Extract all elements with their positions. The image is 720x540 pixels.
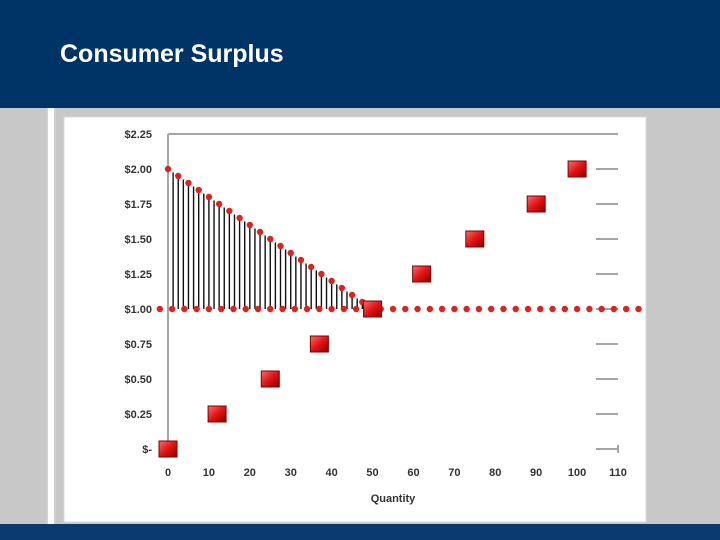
demand-dot [175,172,182,180]
price-line-dot [537,305,544,313]
price-line-dot [267,305,274,313]
price-line-dot [352,305,360,313]
supply-square-marker [465,230,485,248]
price-line-dot [426,305,434,313]
x-tick-label: 0 [165,467,171,479]
price-line-dot [402,305,409,313]
price-line-dot [279,305,286,313]
price-line-dot [622,305,630,313]
left-strip [0,108,46,524]
price-line-dot [500,305,507,313]
demand-dot [348,291,356,299]
y-tick-label: $2.00 [124,164,152,176]
price-line-dot [475,305,483,313]
price-line-dot [156,305,164,313]
demand-dot [226,207,233,215]
price-line-dot [512,305,519,313]
y-tick-label: $1.25 [124,269,152,281]
demand-dot [164,165,172,173]
y-tick-label: $1.50 [124,234,152,246]
price-line-dot [193,305,200,313]
price-line-dot [438,305,446,313]
price-line-dot [316,305,323,313]
x-tick-label: 20 [244,467,256,479]
supply-square-marker [260,370,280,388]
demand-dot [338,284,346,292]
demand-dot [215,200,223,208]
demand-dot [195,186,202,194]
plot-panel [63,116,647,523]
price-line-dot [451,305,458,313]
demand-dot [277,242,284,250]
supply-square-marker [158,440,178,458]
y-tick-label: $2.25 [124,129,152,141]
supply-square-marker [309,335,329,353]
price-line-dot [168,305,176,313]
demand-dot [287,249,294,257]
price-line-dot [487,305,495,313]
x-axis-title: Quantity [371,493,416,505]
supply-square-marker [526,195,546,213]
demand-dot [297,256,305,264]
x-tick-label: 90 [530,467,542,479]
demand-dot [246,221,254,229]
demand-dot [205,193,213,201]
x-tick-label: 50 [366,467,378,479]
y-tick-label: $- [142,444,152,456]
title-bar: Consumer Surplus [0,0,720,108]
price-line-dot [217,305,225,313]
price-line-dot [414,305,421,313]
price-line-dot [561,305,569,313]
demand-dot [318,270,325,278]
demand-dot [256,228,264,236]
slide-title: Consumer Surplus [60,40,284,68]
supply-square-marker [567,160,587,178]
price-line-dot [635,305,642,313]
x-tick-label: 70 [448,467,460,479]
price-line-dot [303,305,311,313]
price-line-dot [340,305,348,313]
x-tick-label: 30 [285,467,297,479]
price-line-dot [242,305,249,313]
price-line-dot [610,305,618,313]
x-tick-label: 80 [489,467,501,479]
y-tick-label: $1.75 [124,199,152,211]
price-line-dot [549,305,556,313]
consumer-surplus-area [167,169,369,309]
y-tick-label: $0.50 [124,374,152,386]
demand-dot [236,214,243,222]
x-tick-label: 60 [407,467,419,479]
left-divider [46,108,56,524]
demand-dot [307,263,315,271]
demand-dot [185,179,192,187]
price-line-dot [181,305,188,313]
price-line-dot [328,305,335,313]
price-line-dot [463,305,470,313]
y-tick-label: $0.75 [124,339,152,351]
price-line-dot [573,305,581,313]
price-line-dot [524,305,532,313]
price-line-dot [598,305,605,313]
x-tick-label: 110 [609,467,627,479]
demand-dot [328,277,335,285]
bottom-bar [0,524,720,540]
price-line-dot [205,305,213,313]
supply-square-marker [412,265,432,283]
supply-square-marker [363,300,383,318]
demand-dot [267,235,274,243]
price-line-dot [389,305,397,313]
x-tick-label: 40 [326,467,338,479]
y-tick-label: $1.00 [124,304,152,316]
price-line-dot [254,305,262,313]
price-line-dot [230,305,237,313]
x-tick-label: 10 [203,467,215,479]
x-tick-label: 100 [568,467,586,479]
supply-square-marker [207,405,227,423]
y-tick-label: $0.25 [124,409,152,421]
price-line-dot [586,305,593,313]
price-line-dot [291,305,299,313]
